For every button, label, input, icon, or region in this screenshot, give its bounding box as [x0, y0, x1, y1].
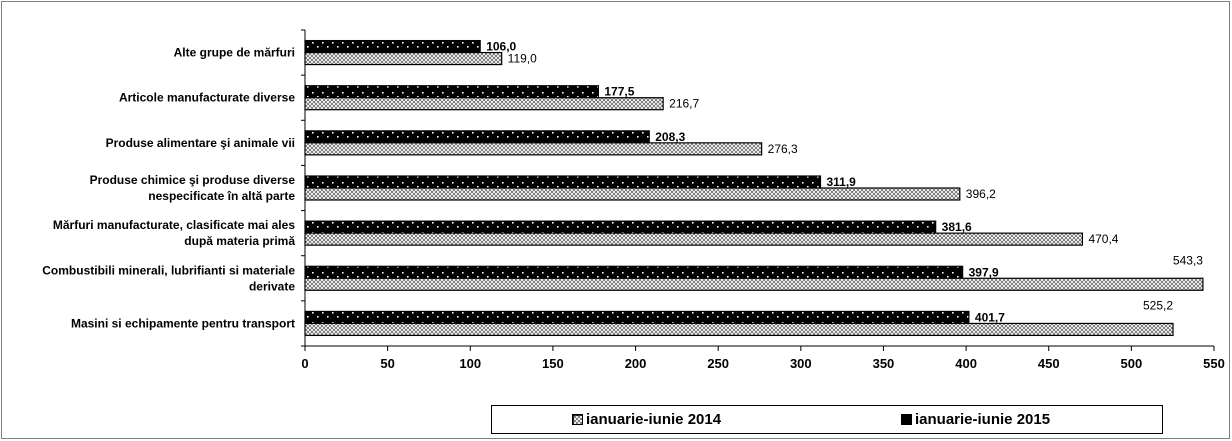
data-label: 397,9 — [969, 265, 999, 279]
x-tick-label: 50 — [380, 356, 394, 371]
data-label: 311,9 — [826, 175, 856, 189]
legend: ianuarie-iunie 2014 ianuarie-iunie 2015 — [491, 405, 1163, 434]
data-label: 208,3 — [655, 130, 685, 144]
legend-label-2014: ianuarie-iunie 2014 — [586, 411, 722, 428]
category-label: Produse alimentare şi animale vii — [106, 136, 295, 150]
legend-item-2014: ianuarie-iunie 2014 — [572, 411, 721, 428]
category-label: Alte grupe de mărfuri — [174, 46, 295, 60]
data-label: 525,2 — [1143, 298, 1173, 312]
bar-2014 — [304, 142, 763, 156]
category-label: Produse chimice şi produse diverse — [90, 173, 296, 187]
category-label: Masini si echipamente pentru transport — [71, 316, 295, 330]
bar-2015 — [304, 85, 599, 99]
bar-2015 — [304, 265, 964, 279]
legend-label-2015: ianuarie-iunie 2015 — [915, 411, 1051, 428]
bar-2014 — [304, 187, 961, 201]
x-tick-label: 250 — [707, 356, 729, 371]
bar-2015 — [304, 175, 822, 189]
data-label: 216,7 — [669, 97, 699, 111]
bar-2015 — [304, 130, 650, 144]
x-tick-label: 150 — [542, 356, 564, 371]
data-label: 106,0 — [486, 40, 516, 54]
x-tick-label: 550 — [1203, 356, 1225, 371]
category-label: nespecificate în altă parte — [148, 189, 295, 203]
bar-2014 — [304, 97, 664, 111]
data-label: 401,7 — [975, 310, 1005, 324]
category-label: după materia primă — [184, 234, 295, 248]
category-label: derivate — [249, 279, 295, 293]
x-tick-label: 400 — [955, 356, 977, 371]
data-label: 119,0 — [508, 52, 537, 66]
bar-2014 — [304, 232, 1084, 246]
category-label: Mărfuri manufacturate, clasificate mai a… — [53, 218, 295, 232]
bar-2015 — [304, 220, 937, 234]
bar-2015 — [304, 39, 481, 54]
x-tick-label: 350 — [873, 356, 895, 371]
bar-2014 — [304, 277, 1204, 291]
legend-swatch-2014 — [572, 414, 583, 425]
x-tick-label: 100 — [459, 356, 481, 371]
bar-2015 — [304, 310, 970, 325]
data-label: 470,4 — [1088, 232, 1118, 246]
x-tick-label: 200 — [625, 356, 647, 371]
legend-swatch-2015 — [901, 414, 912, 425]
bar-2014 — [304, 322, 1174, 337]
data-label: 177,5 — [604, 85, 634, 99]
x-tick-label: 450 — [1038, 356, 1060, 371]
bar-2014 — [304, 51, 503, 66]
x-tick-label: 500 — [1121, 356, 1143, 371]
data-label: 276,3 — [768, 142, 798, 156]
category-label: Articole manufacturate diverse — [119, 91, 295, 105]
category-label: Combustibili minerali, lubrifianti si ma… — [42, 263, 295, 277]
x-tick-label: 0 — [301, 356, 308, 371]
bar-chart: 0 50 100 150 200 250 300 350 400 450 500 550 Alte gr… — [42, 29, 1225, 371]
x-tick-label: 300 — [790, 356, 812, 371]
data-label: 396,2 — [966, 187, 996, 201]
legend-item-2015: ianuarie-iunie 2015 — [901, 411, 1050, 428]
data-label: 543,3 — [1173, 253, 1203, 267]
data-label: 381,6 — [942, 220, 972, 234]
